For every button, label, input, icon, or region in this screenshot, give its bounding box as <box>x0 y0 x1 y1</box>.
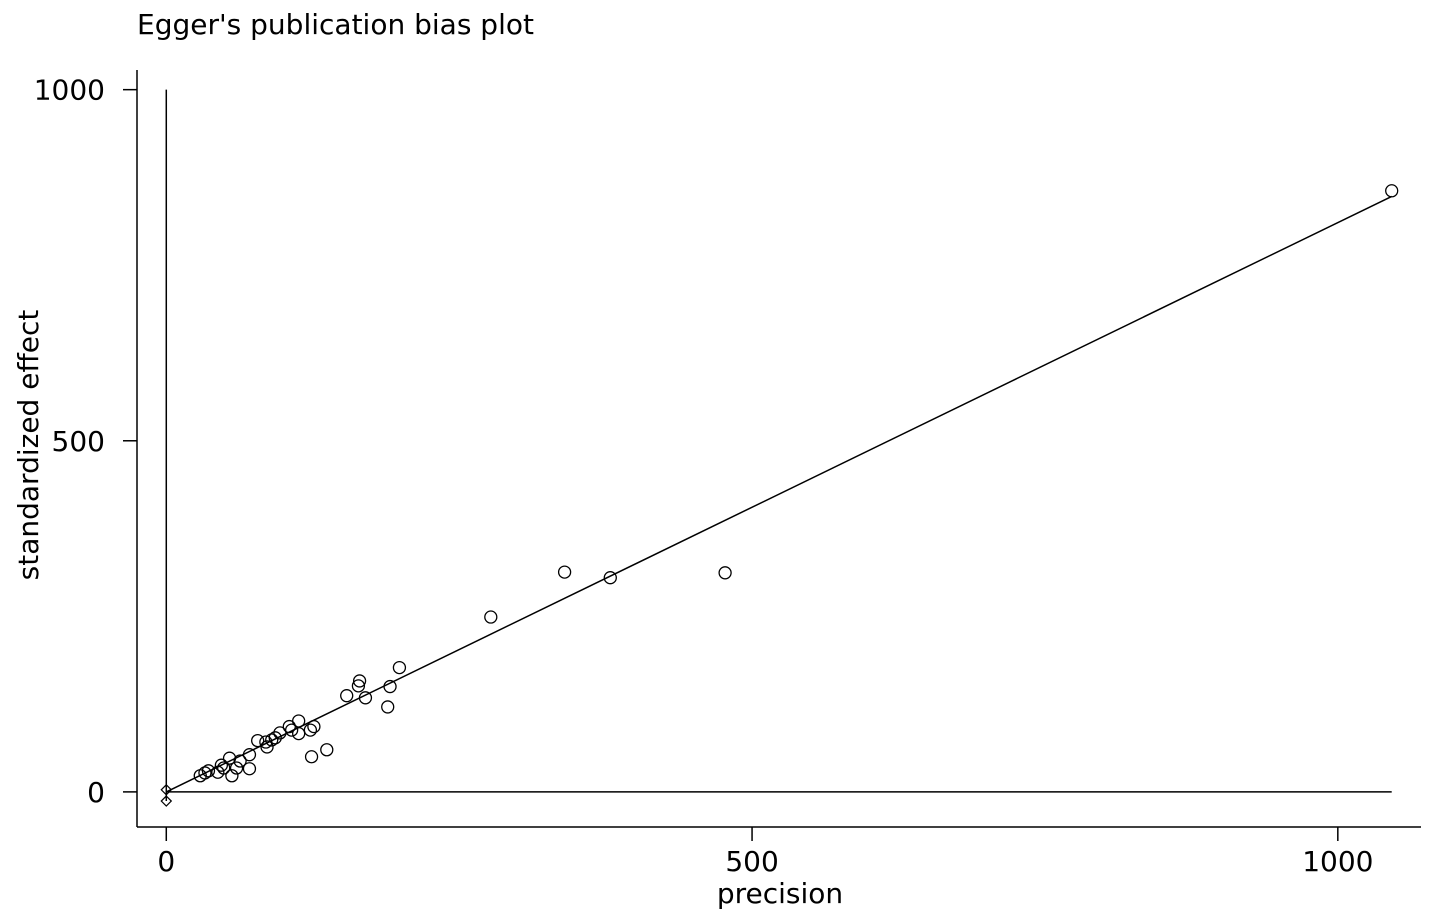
point <box>265 733 279 747</box>
x-tick-label: 1000 <box>1302 845 1373 878</box>
chart-title: Egger's publication bias plot <box>137 8 534 41</box>
point <box>603 571 617 585</box>
point <box>222 751 237 765</box>
point <box>273 726 287 740</box>
point <box>282 719 296 734</box>
point <box>383 679 397 694</box>
point <box>292 726 306 741</box>
y-tick-label: 1000 <box>34 74 105 107</box>
point <box>242 748 257 762</box>
point <box>211 765 225 779</box>
intercept-marker <box>160 795 173 807</box>
x-axis-label: precision <box>717 877 843 910</box>
point <box>557 565 572 579</box>
y-axis-label: standardized effect <box>12 310 45 581</box>
point <box>304 750 319 764</box>
y-tick-label: 0 <box>87 776 105 809</box>
point <box>233 754 247 768</box>
x-tick-label: 500 <box>725 845 778 878</box>
point <box>718 566 732 580</box>
point <box>242 762 257 776</box>
point <box>259 735 273 749</box>
point <box>229 761 244 775</box>
fit-line <box>165 195 1393 793</box>
point <box>251 733 265 748</box>
point <box>320 743 334 757</box>
point <box>381 700 395 714</box>
point <box>340 689 354 703</box>
point <box>307 719 321 734</box>
point <box>260 740 274 754</box>
x-tick-label: 0 <box>157 845 175 878</box>
intercept-marker <box>160 783 173 796</box>
point <box>193 769 207 783</box>
point <box>303 723 318 737</box>
point <box>392 660 407 675</box>
y-tick-label: 500 <box>52 425 105 458</box>
point <box>351 679 366 693</box>
point <box>225 769 239 783</box>
point <box>352 674 367 688</box>
point <box>1385 184 1399 198</box>
point <box>484 610 498 624</box>
point <box>214 758 229 772</box>
point <box>358 691 373 705</box>
